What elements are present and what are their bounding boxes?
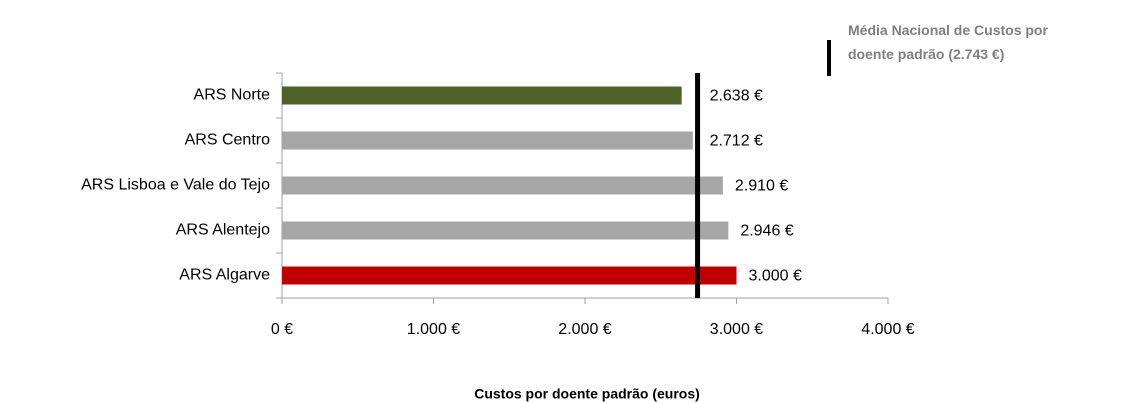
bar [282, 131, 693, 150]
category-label: ARS Alentejo [176, 222, 270, 239]
bar [282, 221, 729, 240]
value-label: 2.638 € [710, 88, 763, 105]
x-tick-label: 0 € [271, 321, 293, 338]
x-tick-label: 3.000 € [710, 321, 763, 338]
legend-swatch [827, 40, 831, 76]
bar [282, 86, 682, 105]
x-axis-title: Custos por doente padrão (euros) [474, 386, 700, 402]
x-tick-label: 1.000 € [407, 321, 460, 338]
category-label: ARS Lisboa e Vale do Tejo [81, 177, 270, 194]
bar [282, 266, 737, 285]
x-tick-label: 4.000 € [861, 321, 914, 338]
category-label: ARS Norte [194, 87, 271, 104]
value-label: 3.000 € [749, 268, 802, 285]
category-label: ARS Algarve [179, 267, 270, 284]
category-label: ARS Centro [185, 132, 270, 149]
bar [282, 176, 723, 195]
legend-label: Média Nacional de Custos por doente padr… [848, 22, 1048, 62]
value-label: 2.910 € [735, 178, 788, 195]
value-label: 2.712 € [710, 133, 763, 150]
x-tick-label: 2.000 € [558, 321, 611, 338]
value-label: 2.946 € [740, 223, 793, 240]
